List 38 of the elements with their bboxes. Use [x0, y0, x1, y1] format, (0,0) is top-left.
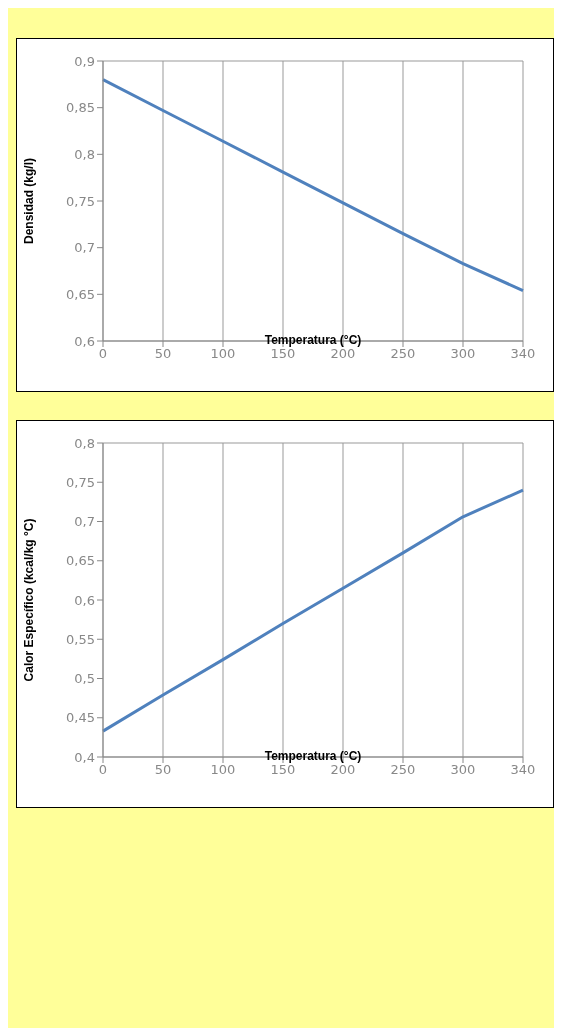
x-tick-label: 0 — [98, 346, 108, 362]
x-tick-label: 50 — [154, 346, 172, 362]
y-tick-label: 0,7 — [74, 240, 95, 256]
x-tick-label: 200 — [330, 762, 356, 778]
y-tick-label: 0,65 — [66, 553, 95, 569]
line-series — [101, 78, 525, 293]
y-tick-label: 0,4 — [74, 749, 95, 765]
y-tick-label: 0,6 — [74, 592, 95, 608]
x-tick-label: 200 — [330, 346, 356, 362]
line-series — [101, 488, 525, 733]
x-tick-label: 100 — [210, 762, 236, 778]
x-axis-title: Temperatura (°C) — [264, 748, 362, 763]
y-tick-label: 0,9 — [74, 53, 95, 69]
x-axis-title: Temperatura (°C) — [264, 332, 362, 347]
y-tick-label: 0,75 — [66, 474, 95, 490]
x-tick-label: 150 — [270, 346, 296, 362]
x-tick-label: 340 — [510, 346, 536, 362]
x-tick-label: 150 — [270, 762, 296, 778]
y-tick-label: 0,7 — [74, 514, 95, 530]
y-tick-label: 0,45 — [66, 710, 95, 726]
y-tick-label: 0,6 — [74, 333, 95, 349]
x-tick-label: 340 — [510, 762, 536, 778]
y-axis-title: Calor Específico (kcal/kg °C) — [22, 518, 37, 682]
y-axis-title: Densidad (kg/l) — [22, 157, 37, 245]
y-tick-label: 0,8 — [74, 146, 95, 162]
y-tick-label: 0,75 — [66, 193, 95, 209]
x-tick-label: 250 — [390, 762, 416, 778]
x-tick-label: 250 — [390, 346, 416, 362]
x-tick-label: 300 — [450, 346, 476, 362]
y-tick-label: 0,65 — [66, 286, 95, 302]
y-tick-label: 0,85 — [66, 100, 95, 116]
x-tick-label: 0 — [98, 762, 108, 778]
x-tick-label: 50 — [154, 762, 172, 778]
y-tick-label: 0,55 — [66, 631, 95, 647]
x-tick-label: 300 — [450, 762, 476, 778]
y-tick-label: 0,5 — [74, 671, 95, 687]
x-tick-label: 100 — [210, 346, 236, 362]
y-tick-label: 0,8 — [74, 435, 95, 451]
